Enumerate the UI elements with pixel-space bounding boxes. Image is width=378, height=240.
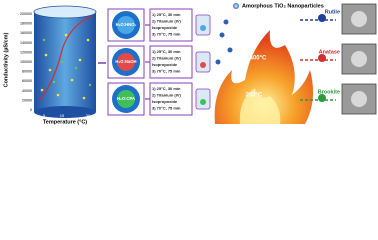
crystal [318,94,326,102]
steps-box [149,45,193,79]
flames [214,30,314,124]
solvent-label: H₂O:CPA [117,96,135,101]
step: 2) Titanium (IV) [152,56,181,61]
micrograph [341,3,377,35]
step: 2) Titanium (IV) [152,93,181,98]
step: 2) Titanium (IV) [152,19,181,24]
phase-label: Anatase [319,49,340,55]
solvent-core [117,53,135,71]
y-tick-label: 80000 [22,70,32,74]
phase-label: Brookite [318,89,340,95]
graphical-abstract: Conductivity (µS/cm) Temperature (°C) 20… [3,3,377,125]
legend-icon [233,3,239,9]
steps-box [149,82,193,116]
y-tick-label: 40000 [22,89,32,93]
cylinder [33,5,97,118]
particle [200,25,206,31]
solvent-label: H₂O:HNO₃ [116,22,137,27]
solvent-label: H₂O:NaOH [115,59,136,64]
x-tick-label: 5 [43,113,46,118]
y-tick-label: 120000 [20,50,32,54]
micrograph-grain [351,91,367,107]
y-tick-label: 0 [30,108,32,112]
micrograph [341,43,377,75]
step: 1) 25°C, 30 min [152,86,181,91]
y-label: Conductivity (µS/cm) [3,32,9,87]
phase-label: Rutile [325,9,340,15]
particle [200,99,206,105]
step: 1) 25°C, 30 min [152,12,181,17]
x-label: Temperature (°C) [43,119,87,125]
x-tick-label: 30 [86,113,91,118]
y-tick-label: 60000 [22,79,32,83]
y-tick-label: 180000 [20,22,32,26]
micrograph-grain [351,11,367,27]
legend: Amorphous TiO₂ Nanoparticles [242,3,324,9]
steps-box [149,8,193,42]
y-tick-label: 140000 [20,41,32,45]
temperature: 400°C [250,56,267,62]
step: Isopropoxide [152,62,178,67]
micrograph-grain [351,51,367,67]
step: 3) 70°C, 75 min [152,32,181,37]
solvent-core [117,16,135,34]
particle [200,62,206,68]
crystal [318,14,326,22]
step: 1) 25°C, 30 min [152,49,181,54]
y-tick-label: 20000 [22,98,32,102]
step: Isopropoxide [152,99,178,104]
y-tick-label: 160000 [20,31,32,35]
crystal [318,54,326,62]
y-tick-label: 200000 [20,12,32,16]
solvent-core [117,90,135,108]
step: Isopropoxide [152,25,178,30]
temperature: 200°C [246,93,263,99]
step: 3) 70°C, 75 min [152,69,181,74]
y-tick-label: 100000 [20,60,32,64]
temperature: 850°C [254,16,271,22]
step: 3) 70°C, 75 min [152,106,181,111]
x-tick-label: 15 [60,113,65,118]
